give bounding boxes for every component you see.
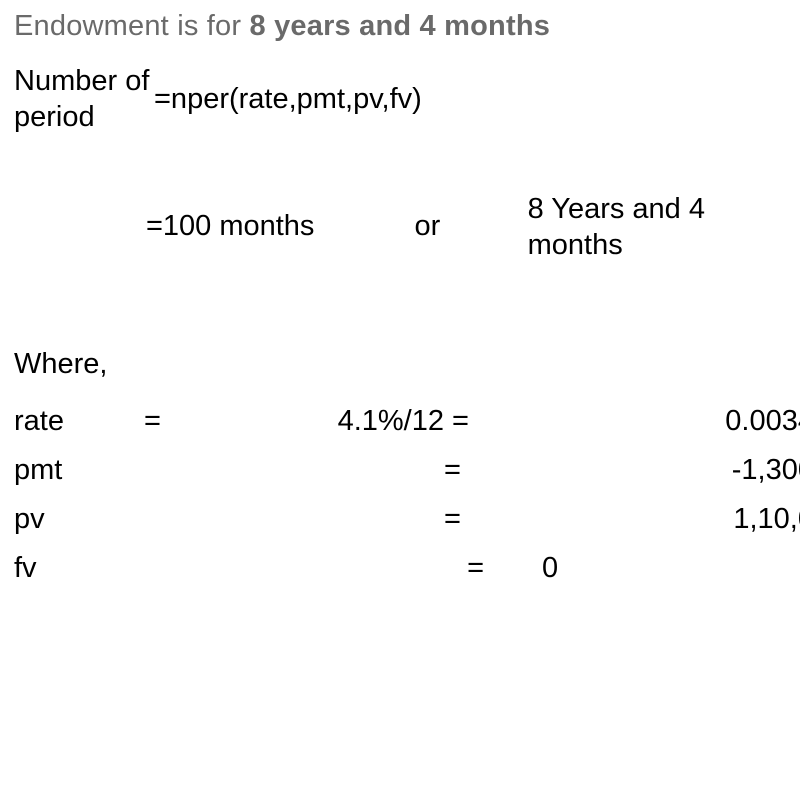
pmt-label: pmt	[14, 454, 144, 487]
rate-val: 0.0034	[492, 405, 800, 438]
fv-eq2: =	[174, 552, 512, 585]
rate-label: rate	[14, 405, 144, 438]
nper-definition-row: Number of period =nper(rate,pmt,pv,fv)	[14, 63, 792, 136]
pv-val: 1,10,0	[484, 503, 800, 536]
nper-result-row: =100 months or 8 Years and 4 months	[14, 191, 792, 264]
where-title: Where,	[14, 348, 792, 381]
pmt-row: pmt = -1,300	[14, 454, 800, 487]
heading-bold: 8 years and 4 months	[250, 10, 551, 42]
fv-val: 0	[512, 552, 622, 585]
rate-eq2: =	[452, 405, 492, 438]
heading: Endowment is for 8 years and 4 months	[14, 10, 792, 43]
page: Endowment is for 8 years and 4 months Nu…	[0, 0, 800, 585]
nper-formula: =nper(rate,pmt,pv,fv)	[154, 83, 422, 116]
rate-row: rate = 4.1%/12 = 0.0034	[14, 405, 800, 438]
fv-row: fv = 0	[14, 552, 800, 585]
pv-label: pv	[14, 503, 144, 536]
fv-label: fv	[14, 552, 144, 585]
rate-eq1: =	[144, 405, 174, 438]
nper-label: Number of period	[14, 63, 154, 136]
nper-years-months: 8 Years and 4 months	[528, 191, 792, 264]
rate-mid: 4.1%/12	[174, 405, 452, 438]
where-block: Where, rate = 4.1%/12 = 0.0034 pmt = -1,…	[14, 348, 792, 585]
pmt-eq2: =	[444, 454, 484, 487]
pmt-val: -1,300	[484, 454, 800, 487]
nper-months: =100 months	[146, 210, 415, 243]
pv-row: pv = 1,10,0	[14, 503, 800, 536]
or-text: or	[415, 210, 528, 243]
pv-eq2: =	[444, 503, 484, 536]
heading-prefix: Endowment is for	[14, 10, 250, 42]
